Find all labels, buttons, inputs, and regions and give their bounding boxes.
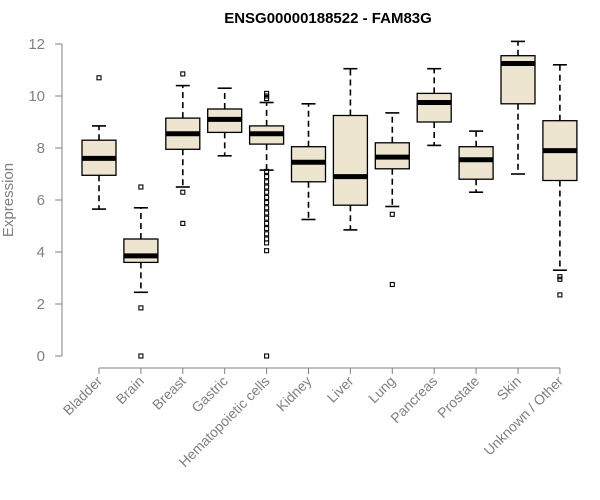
box-group bbox=[248, 90, 285, 359]
y-tick-label: 8 bbox=[37, 140, 45, 157]
outlier-point bbox=[264, 168, 270, 174]
outlier-point bbox=[557, 276, 563, 282]
box-iqr bbox=[416, 92, 452, 123]
outlier-point bbox=[264, 240, 270, 246]
box-iqr bbox=[123, 238, 159, 264]
outlier-point bbox=[96, 75, 102, 81]
outlier-point bbox=[264, 93, 270, 99]
box-group bbox=[416, 67, 452, 147]
x-tick-label: Kidney bbox=[273, 373, 315, 415]
boxes-layer bbox=[81, 40, 578, 359]
outlier-point bbox=[264, 200, 270, 206]
outlier-point bbox=[264, 205, 270, 211]
outlier-point bbox=[557, 274, 563, 280]
outlier-point bbox=[180, 220, 186, 226]
box-group bbox=[290, 103, 327, 221]
x-tick-label: Pancreas bbox=[387, 373, 440, 426]
outlier-point bbox=[264, 215, 270, 221]
x-tick-label: Breast bbox=[149, 373, 189, 413]
box-group bbox=[500, 40, 536, 175]
box-group bbox=[374, 112, 410, 288]
box-group bbox=[542, 64, 578, 298]
outlier-point bbox=[264, 353, 270, 359]
outlier-point bbox=[264, 231, 270, 237]
x-tick-label: Lung bbox=[365, 373, 398, 406]
outlier-point bbox=[180, 71, 186, 77]
box-group bbox=[81, 75, 117, 210]
outlier-point bbox=[264, 226, 270, 232]
box-group bbox=[165, 71, 201, 226]
box-group bbox=[458, 130, 494, 193]
x-tick-label: Bladder bbox=[60, 373, 106, 419]
box-iqr bbox=[332, 114, 369, 206]
box-iqr bbox=[458, 146, 494, 180]
outlier-point bbox=[264, 184, 270, 190]
outlier-point bbox=[264, 90, 270, 96]
y-tick-label: 0 bbox=[37, 348, 45, 365]
box-group bbox=[332, 67, 369, 231]
outlier-point bbox=[264, 210, 270, 216]
x-tick-label: Prostate bbox=[434, 373, 482, 421]
outlier-point bbox=[264, 248, 270, 254]
outlier-point bbox=[264, 96, 270, 102]
outlier-point bbox=[264, 220, 270, 226]
x-tick-label: Unknown / Other bbox=[480, 373, 566, 459]
y-tick-label: 2 bbox=[37, 296, 45, 313]
y-tick-label: 6 bbox=[37, 192, 45, 209]
y-tick-label: 10 bbox=[28, 88, 45, 105]
x-tick-label: Liver bbox=[324, 373, 357, 406]
outlier-point bbox=[264, 179, 270, 185]
outlier-point bbox=[557, 292, 563, 298]
y-tick-label: 12 bbox=[28, 36, 45, 53]
chart-title: ENSG00000188522 - FAM83G bbox=[224, 10, 432, 27]
outlier-point bbox=[180, 189, 186, 195]
box-group bbox=[207, 87, 243, 157]
y-axis-ticks: 0 2 4 6 8 10 12 bbox=[28, 36, 62, 365]
outlier-point bbox=[264, 194, 270, 200]
outlier-point bbox=[264, 189, 270, 195]
outlier-point bbox=[389, 281, 395, 288]
outlier-point bbox=[138, 353, 144, 359]
x-tick-label: Skin bbox=[494, 373, 525, 404]
y-tick-label: 4 bbox=[37, 244, 45, 261]
y-axis-label: Expression bbox=[0, 163, 17, 237]
outlier-point bbox=[264, 174, 270, 180]
outlier-point bbox=[138, 305, 144, 311]
outlier-point bbox=[138, 184, 144, 190]
outlier-point bbox=[389, 211, 395, 217]
x-tick-label: Brain bbox=[113, 373, 147, 407]
box-group bbox=[123, 184, 159, 359]
